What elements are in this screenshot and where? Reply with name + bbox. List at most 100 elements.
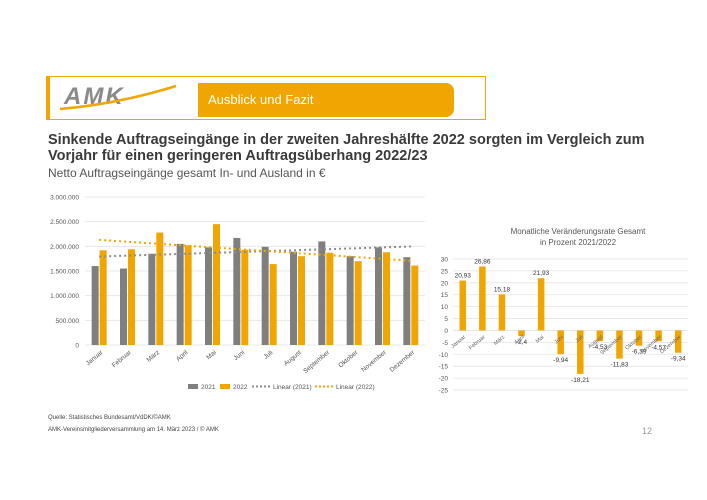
x-tick-label: Februar	[111, 349, 134, 370]
orders-bar-chart: 0 500.000 1.000.000 1.500.000 2.000.000 2.500…	[50, 195, 425, 391]
bar-2021	[176, 243, 184, 345]
bar-2022	[383, 252, 390, 345]
x-tick-label: August	[283, 349, 303, 367]
bar-2021	[261, 246, 269, 345]
bar-2022	[354, 261, 362, 345]
data-label: 15,18	[494, 286, 511, 293]
frame-line-left	[46, 76, 50, 120]
y-tick-label: 500.000	[56, 318, 80, 325]
bar-2021	[318, 241, 326, 345]
change-bar	[518, 330, 525, 337]
data-label: -9,94	[553, 357, 568, 364]
y-tick-label: -15	[439, 364, 449, 371]
frame-line-bottom	[46, 119, 486, 120]
x-tick-label: März	[493, 334, 506, 347]
data-label: -18,21	[571, 377, 590, 384]
change-bar	[459, 280, 467, 331]
bar-2022	[241, 249, 249, 345]
y-tick-label: 30	[441, 257, 449, 264]
change-bar	[557, 330, 564, 355]
x-tick-label: März	[146, 349, 162, 364]
bar-2021	[148, 253, 156, 345]
data-label: -2,4	[516, 339, 528, 346]
bar-2022	[326, 252, 334, 345]
trendline-2021	[99, 245, 411, 258]
bar-2021	[91, 266, 99, 345]
legend-2022-swatch	[220, 384, 230, 389]
change-bar	[577, 330, 584, 374]
legend-2022-label: 2022	[233, 384, 248, 391]
x-tick-label: Mai	[535, 334, 546, 344]
bar-2021	[290, 251, 297, 345]
x-tick-label: Dezember	[389, 349, 417, 374]
bar-2022	[128, 249, 135, 345]
logo-swoosh	[59, 84, 177, 111]
legend-2021-swatch	[188, 384, 198, 389]
y-tick-label: 1.500.000	[50, 269, 79, 276]
x-tick-label: Juni	[553, 334, 565, 345]
y-tick-label: -5	[442, 340, 448, 347]
chart2-title: Monatliche Veränderungsrate Gesamt	[511, 227, 647, 236]
change-bar	[498, 294, 506, 331]
y-tick-label: -10	[439, 352, 449, 359]
legend-linear-2022-label: Linear (2022)	[336, 384, 375, 391]
x-tick-label: Mai	[205, 349, 218, 361]
data-label: -9,34	[671, 356, 686, 363]
frame-line-top	[46, 76, 486, 77]
legend-2021-label: 2021	[201, 384, 216, 391]
y-tick-label: 2.500.000	[50, 219, 79, 226]
page-title: Sinkende Auftragseingänge in der zweiten…	[48, 132, 645, 164]
bar-2021	[375, 247, 382, 345]
x-tick-label: Februar	[468, 334, 487, 351]
bar-2022	[213, 224, 220, 345]
data-label: -6,39	[632, 349, 647, 356]
y-tick-label: 0	[75, 343, 79, 350]
amk-logo: AMK	[58, 82, 178, 112]
bar-2022	[156, 232, 164, 345]
frame-line-right	[485, 76, 486, 120]
y-tick-label: 20	[441, 280, 449, 287]
legend-linear-2021-label: Linear (2021)	[273, 384, 312, 391]
data-label: 21,93	[533, 270, 550, 277]
bar-2022	[184, 245, 192, 345]
change-bar	[616, 330, 623, 359]
bar-2021	[205, 247, 212, 345]
data-label: -4,57	[651, 344, 666, 351]
x-tick-label: Januar	[85, 349, 105, 368]
y-tick-label: 2.000.000	[50, 244, 79, 251]
y-tick-label: 3.000.000	[50, 195, 79, 202]
y-tick-label: 5	[444, 316, 448, 323]
bar-2022	[269, 264, 277, 345]
page-subtitle: Netto Auftragseingänge gesamt In- und Au…	[48, 166, 326, 180]
y-tick-label: -25	[439, 388, 449, 395]
y-tick-label: 0	[444, 328, 448, 335]
bar-2022	[99, 250, 107, 345]
change-rate-bar-chart: Monatliche Veränderungsrate Gesamt in Pro…	[439, 227, 688, 395]
bar-2021	[120, 268, 127, 345]
x-tick-label: Juni	[232, 349, 246, 362]
y-tick-label: -20	[439, 376, 449, 383]
x-tick-label: Oktober	[337, 349, 360, 370]
x-tick-label: Juli	[262, 349, 274, 361]
bar-2022	[411, 265, 419, 345]
data-label: 26,86	[474, 258, 491, 265]
change-bar	[479, 266, 486, 331]
bar-2021	[233, 237, 241, 345]
event-note: AMK-Vereinsmitgliederversammlung am 14. …	[48, 427, 219, 433]
change-bar	[537, 278, 545, 331]
y-tick-label: 25	[441, 268, 449, 275]
x-tick-label: November	[360, 349, 388, 374]
data-label: -11,83	[610, 362, 628, 369]
bar-2021	[403, 257, 411, 345]
x-tick-label: September	[302, 349, 331, 375]
data-label: 20,93	[455, 273, 472, 280]
source-note: Quelle: Statistisches Bundesamt/VdDK/©AM…	[48, 415, 171, 421]
chart2-subtitle: in Prozent 2021/2022	[540, 238, 617, 247]
x-tick-label: April	[514, 334, 526, 346]
y-tick-label: 15	[441, 292, 449, 299]
section-banner: Ausblick und Fazit	[198, 83, 454, 117]
trendline-2022	[99, 238, 411, 262]
change-bar	[596, 330, 604, 342]
y-tick-label: 1.000.000	[50, 293, 79, 300]
change-bar	[655, 330, 662, 342]
